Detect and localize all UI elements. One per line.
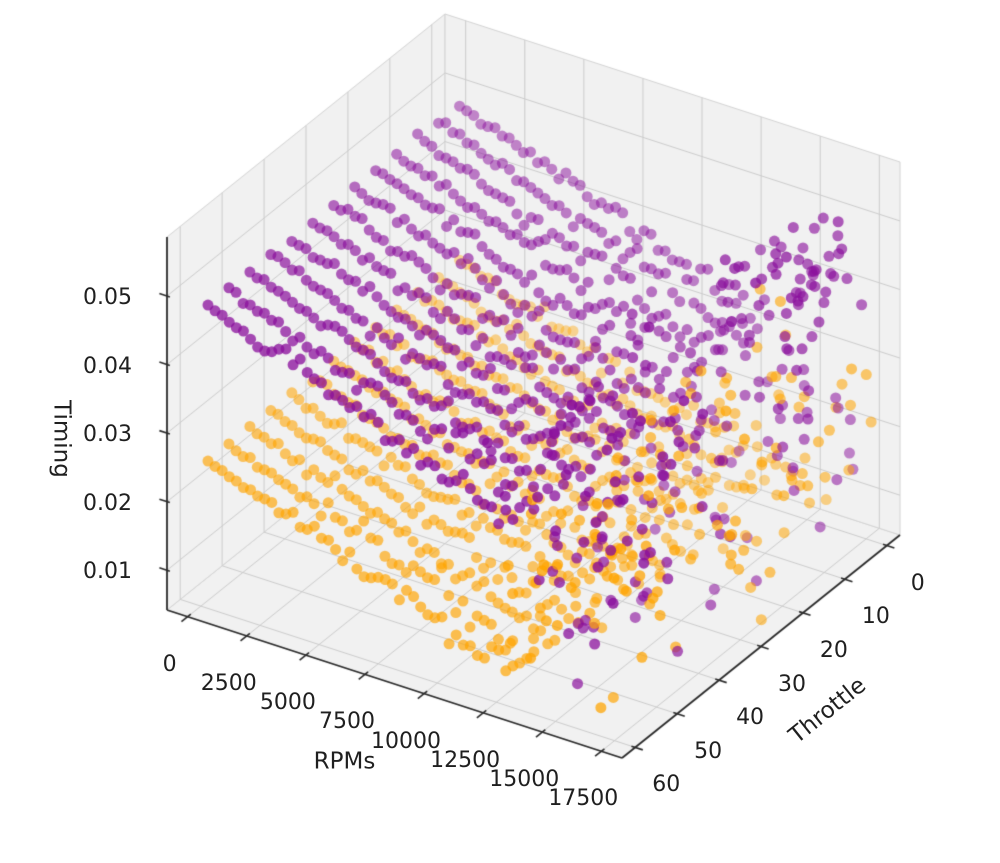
plot-canvas xyxy=(0,0,1000,863)
3d-scatter-figure: RPMs Throttle Timing 0 2500 5000 7500 10000 1… xyxy=(0,0,1000,863)
